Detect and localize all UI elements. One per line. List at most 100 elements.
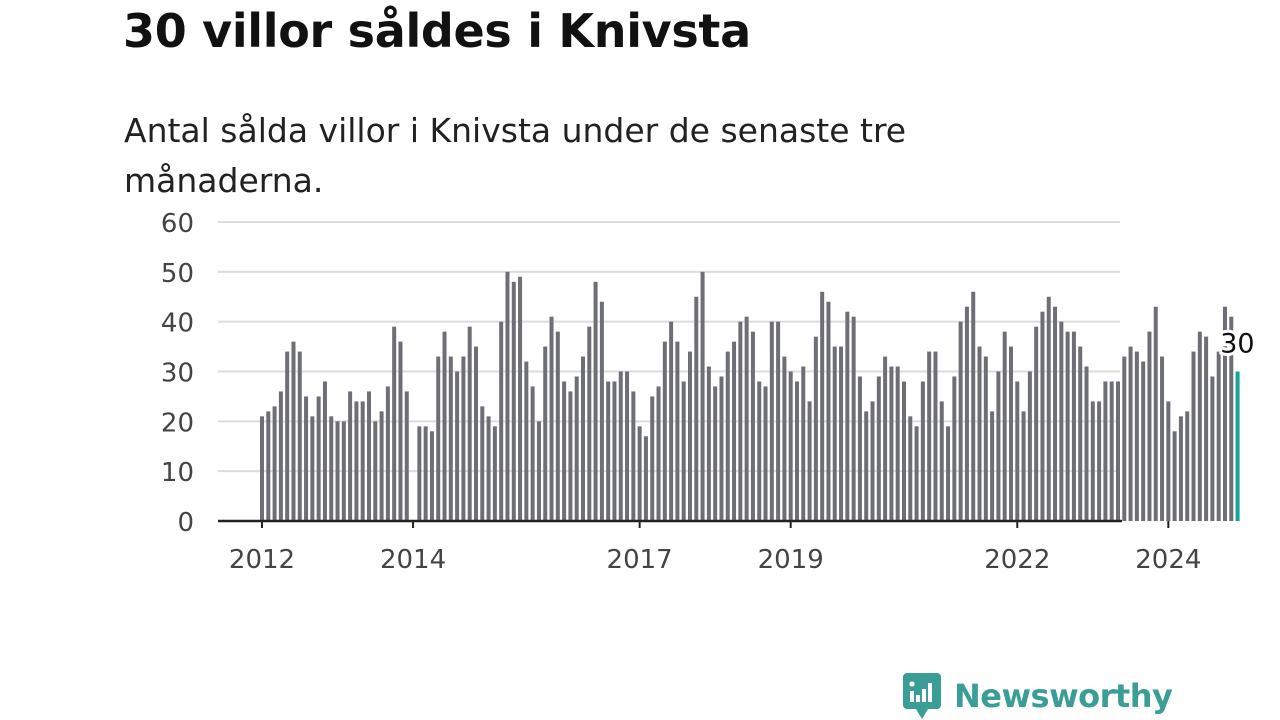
bar [687,351,692,521]
bar [297,351,302,521]
bar [1147,331,1152,521]
bar [568,391,573,521]
bar [643,436,648,521]
bar [379,411,384,521]
bar [398,341,403,521]
newsworthy-brand: Newsworthy [902,672,1173,720]
bar [417,426,422,521]
bar [1128,346,1133,521]
bar [1034,326,1039,521]
y-tick-label: 20 [161,408,194,438]
bar [870,401,875,521]
bar [278,391,283,521]
bar [322,381,327,521]
bar [750,331,755,521]
bar [606,381,611,521]
bar [1166,401,1171,521]
bar [1191,351,1196,521]
bar [857,376,862,521]
bar [1040,311,1045,521]
x-tick-label: 2017 [607,545,673,575]
bar [927,351,932,521]
bar [719,376,724,521]
bar [933,351,938,521]
bar [788,371,793,521]
bar [738,321,743,521]
bar [1053,306,1058,521]
bar [436,356,441,521]
brand-name: Newsworthy [954,677,1173,715]
bar-highlight [1235,371,1240,521]
bar [492,426,497,521]
bar [876,376,881,521]
bar [769,321,774,521]
bar [883,356,888,521]
bar [291,341,296,521]
bar [1204,336,1209,521]
bar [1229,316,1234,521]
bar [977,346,982,521]
x-tick-label: 2022 [984,545,1050,575]
bar [625,371,630,521]
y-tick-label: 30 [161,359,194,389]
bar [360,401,365,521]
bar [1021,411,1026,521]
y-tick-label: 0 [177,508,194,538]
y-tick-label: 60 [161,209,194,239]
bar [1134,351,1139,521]
bar [694,296,699,521]
bar [832,346,837,521]
bar [782,356,787,521]
bar [801,366,806,521]
bar [1065,331,1070,521]
bar [908,416,913,521]
bar [599,301,604,521]
bar [732,341,737,521]
bar [612,381,617,521]
x-tick-label: 2024 [1135,545,1201,575]
bar [1122,356,1127,521]
bar [1084,366,1089,521]
bar [681,381,686,521]
bar [467,326,472,521]
bar [543,346,548,521]
bar [316,396,321,521]
bar [505,271,510,521]
bar [404,391,409,521]
bar [725,351,730,521]
bar [329,416,334,521]
bar [341,421,346,521]
bar [1071,331,1076,521]
bar [946,426,951,521]
bar [744,316,749,521]
y-tick-label: 10 [161,458,194,488]
bar [971,291,976,521]
bar [524,361,529,521]
bar [1153,306,1158,521]
bar [536,421,541,521]
y-tick-label: 40 [161,309,194,339]
bar [820,291,825,521]
bar [637,426,642,521]
bar [1216,351,1221,521]
bar [335,421,340,521]
bar [776,321,781,521]
bar [706,366,711,521]
bar [442,331,447,521]
bar [499,321,504,521]
bar [631,391,636,521]
bar [348,391,353,521]
bar [901,381,906,521]
bar [826,301,831,521]
bar [480,406,485,521]
bar [958,321,963,521]
bar [807,401,812,521]
bar [354,401,359,521]
bar [367,391,371,521]
bar [266,411,271,521]
bar [272,406,277,521]
newsworthy-logo-icon [903,673,941,719]
bar [1090,401,1095,521]
bar [549,316,554,521]
bar [939,401,944,521]
